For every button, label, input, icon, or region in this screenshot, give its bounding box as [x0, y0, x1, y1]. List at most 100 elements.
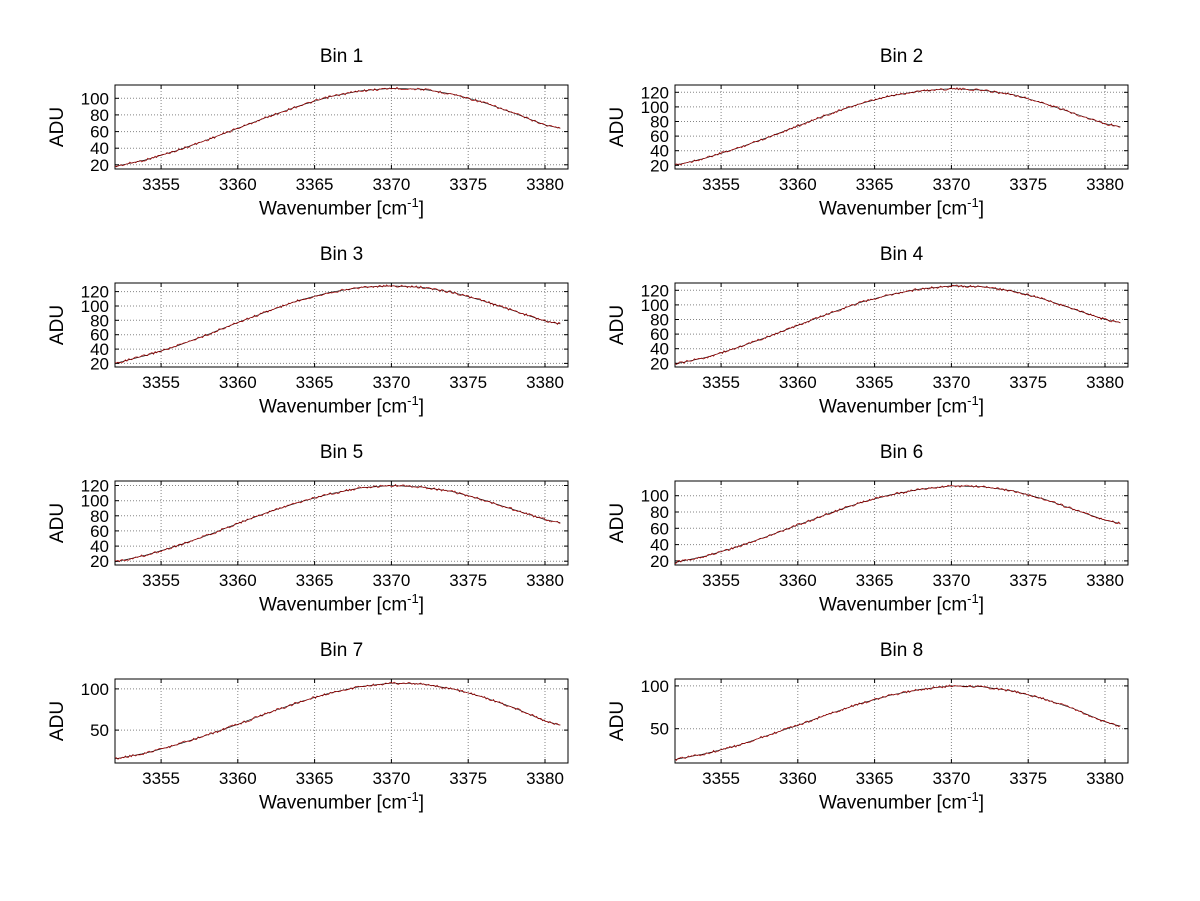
x-axis-label-close: ]: [978, 396, 984, 418]
x-axis-label-text: Wavenumber [cm: [818, 396, 968, 418]
x-axis-label-text: Wavenumber [cm: [258, 198, 408, 220]
plot-title: Bin 2: [879, 46, 924, 67]
svg-text:100: 100: [81, 89, 109, 108]
svg-text:3375: 3375: [449, 769, 487, 788]
x-axis-label-close: ]: [978, 198, 984, 220]
svg-text:40: 40: [650, 340, 669, 359]
svg-text:120: 120: [641, 83, 669, 102]
svg-text:3380: 3380: [1086, 769, 1124, 788]
svg-text:3370: 3370: [932, 373, 970, 392]
svg-text:3380: 3380: [1086, 373, 1124, 392]
svg-text:100: 100: [81, 297, 109, 316]
x-axis-label-sup: -1: [967, 393, 979, 408]
x-axis-label-sup: -1: [407, 789, 419, 804]
svg-text:3355: 3355: [142, 175, 180, 194]
subplot-bin-6: Bin 6 ADU 3355 3360 3365 3370 3375 3380 20 40 60…: [590, 438, 1150, 638]
subplot-bin-2: Bin 2 ADU 3355 3360 3365 3370 3375 3380 20 40 60…: [590, 42, 1150, 242]
svg-text:3370: 3370: [932, 175, 970, 194]
x-axis-label: Wavenumber [cm-1]: [115, 591, 568, 616]
svg-text:3380: 3380: [1086, 571, 1124, 590]
svg-text:3360: 3360: [779, 769, 817, 788]
svg-text:3375: 3375: [449, 571, 487, 590]
svg-text:50: 50: [90, 721, 109, 740]
x-axis-label: Wavenumber [cm-1]: [675, 591, 1128, 616]
svg-text:3380: 3380: [526, 571, 564, 590]
svg-text:3360: 3360: [779, 373, 817, 392]
svg-text:80: 80: [90, 311, 109, 330]
svg-text:3375: 3375: [449, 175, 487, 194]
plot-title: Bin 3: [319, 244, 364, 265]
svg-text:3370: 3370: [932, 571, 970, 590]
svg-text:120: 120: [81, 283, 109, 302]
svg-text:100: 100: [641, 677, 669, 696]
svg-text:100: 100: [641, 98, 669, 117]
svg-text:3380: 3380: [526, 769, 564, 788]
plot-canvas: 3355 3360 3365 3370 3375 3380 50 100: [641, 677, 1129, 788]
svg-text:3355: 3355: [702, 373, 740, 392]
svg-text:40: 40: [90, 537, 109, 556]
svg-text:3355: 3355: [142, 769, 180, 788]
plot-title: Bin 5: [319, 442, 364, 463]
x-axis-label: Wavenumber [cm-1]: [675, 393, 1128, 418]
x-axis-label-sup: -1: [967, 789, 979, 804]
x-axis-label-close: ]: [418, 198, 424, 220]
x-axis-label-close: ]: [978, 594, 984, 616]
svg-text:3370: 3370: [932, 769, 970, 788]
svg-text:3380: 3380: [1086, 175, 1124, 194]
svg-text:60: 60: [650, 127, 669, 146]
svg-text:3365: 3365: [856, 373, 894, 392]
svg-text:100: 100: [641, 296, 669, 315]
svg-text:3370: 3370: [372, 571, 410, 590]
svg-text:3365: 3365: [856, 571, 894, 590]
subplot-bin-1: Bin 1 ADU 3355 3360 3365 3370 3375 3380 20 40 60…: [30, 42, 590, 242]
svg-text:20: 20: [90, 354, 109, 373]
svg-text:3355: 3355: [142, 373, 180, 392]
svg-text:50: 50: [650, 720, 669, 739]
svg-text:3365: 3365: [296, 571, 334, 590]
svg-text:3375: 3375: [1009, 373, 1047, 392]
svg-text:3355: 3355: [702, 175, 740, 194]
svg-text:3365: 3365: [856, 769, 894, 788]
svg-text:120: 120: [81, 477, 109, 496]
subplot-bin-4: Bin 4 ADU 3355 3360 3365 3370 3375 3380 20 40 60…: [590, 240, 1150, 440]
svg-text:100: 100: [81, 492, 109, 511]
x-axis-label-close: ]: [418, 792, 424, 814]
svg-text:3360: 3360: [219, 769, 257, 788]
svg-text:80: 80: [90, 507, 109, 526]
svg-text:80: 80: [90, 106, 109, 125]
plot-title: Bin 6: [879, 442, 924, 463]
svg-text:80: 80: [650, 311, 669, 330]
svg-text:60: 60: [90, 522, 109, 541]
svg-text:60: 60: [650, 325, 669, 344]
svg-text:20: 20: [90, 552, 109, 571]
svg-text:20: 20: [90, 156, 109, 175]
x-axis-label-sup: -1: [967, 195, 979, 210]
x-axis-label-text: Wavenumber [cm: [818, 594, 968, 616]
plot-canvas: 3355 3360 3365 3370 3375 3380 50 100: [81, 678, 569, 788]
x-axis-label-text: Wavenumber [cm: [258, 594, 408, 616]
svg-text:60: 60: [90, 326, 109, 345]
subplot-bin-3: Bin 3 ADU 3355 3360 3365 3370 3375 3380 20 40 60…: [30, 240, 590, 440]
svg-text:3370: 3370: [372, 769, 410, 788]
x-axis-label-sup: -1: [407, 195, 419, 210]
x-axis-label-text: Wavenumber [cm: [258, 396, 408, 418]
svg-text:20: 20: [650, 354, 669, 373]
subplot-bin-7: Bin 7 ADU 3355 3360 3365 3370 3375 3380 50 100 …: [30, 636, 590, 836]
svg-text:3370: 3370: [372, 175, 410, 194]
plot-title: Bin 1: [319, 46, 364, 67]
svg-text:80: 80: [650, 503, 669, 522]
svg-text:3370: 3370: [372, 373, 410, 392]
svg-text:60: 60: [90, 123, 109, 142]
svg-text:80: 80: [650, 113, 669, 132]
svg-text:3380: 3380: [526, 373, 564, 392]
svg-text:40: 40: [90, 340, 109, 359]
svg-text:3360: 3360: [219, 373, 257, 392]
x-axis-label-close: ]: [418, 594, 424, 616]
svg-text:60: 60: [650, 519, 669, 538]
x-axis-label-close: ]: [418, 396, 424, 418]
x-axis-label-sup: -1: [407, 393, 419, 408]
svg-text:3360: 3360: [779, 175, 817, 194]
